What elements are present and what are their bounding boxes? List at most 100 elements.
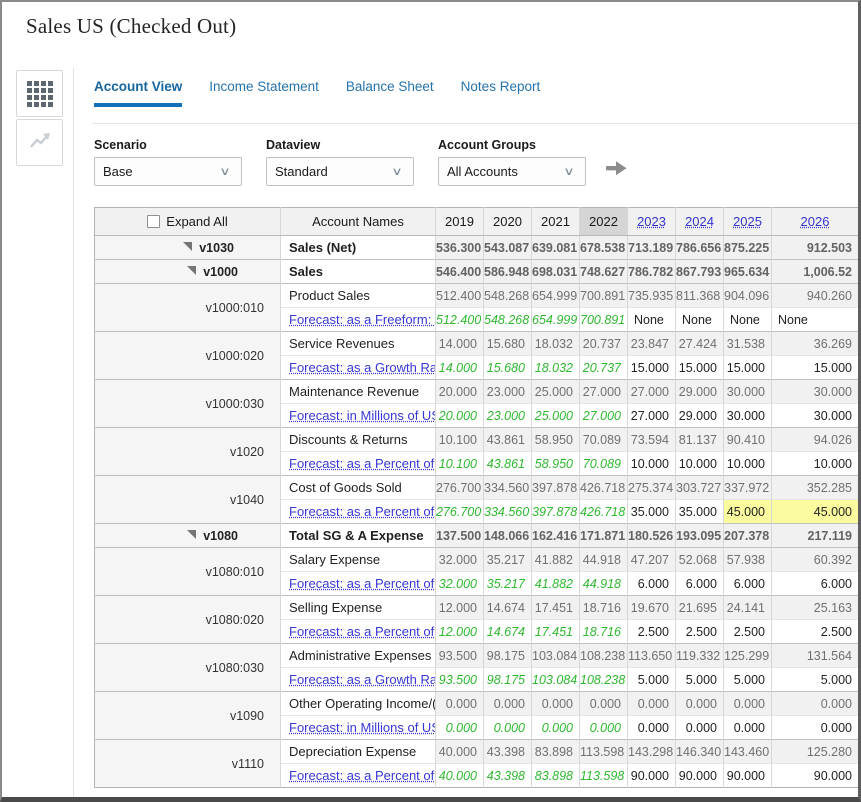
forecast-value-cell[interactable]: 14.674 — [483, 619, 532, 644]
account-groups-select[interactable]: All Accounts ∨ — [438, 157, 586, 186]
collapse-triangle-icon[interactable] — [183, 240, 193, 254]
forecast-value-cell[interactable]: 108.238 — [579, 667, 628, 692]
grid-view-button[interactable] — [16, 70, 63, 117]
forecast-value-cell[interactable]: 426.718 — [579, 499, 628, 524]
forecast-value-cell[interactable]: 14.000 — [435, 355, 484, 380]
forecast-link[interactable]: Forecast: as a Percent of D — [289, 768, 436, 783]
forecast-value-cell[interactable]: 90.000 — [771, 763, 858, 788]
forecast-value-cell[interactable]: 58.950 — [531, 451, 580, 476]
forecast-value-cell[interactable]: None — [627, 307, 676, 332]
forecast-value-cell[interactable]: 6.000 — [675, 571, 724, 596]
forecast-value-cell[interactable]: 512.400 — [435, 307, 484, 332]
forecast-value-cell[interactable]: 0.000 — [531, 715, 580, 740]
year-link[interactable]: 2023 — [637, 214, 666, 229]
forecast-value-cell[interactable]: 2.500 — [675, 619, 724, 644]
forecast-value-cell[interactable]: 90.000 — [627, 763, 676, 788]
forecast-value-cell[interactable]: 15.000 — [627, 355, 676, 380]
forecast-link[interactable]: Forecast: as a Percent of S — [289, 504, 436, 519]
forecast-value-cell[interactable]: 27.000 — [627, 403, 676, 428]
forecast-value-cell[interactable]: 45.000 — [771, 499, 858, 524]
forecast-value-cell[interactable]: 90.000 — [675, 763, 724, 788]
forecast-value-cell[interactable]: 30.000 — [723, 403, 772, 428]
forecast-value-cell[interactable]: 10.000 — [675, 451, 724, 476]
forecast-value-cell[interactable]: 0.000 — [723, 715, 772, 740]
forecast-value-cell[interactable]: 0.000 — [483, 715, 532, 740]
year-column-header-2024[interactable]: 2024 — [675, 207, 724, 236]
forecast-value-cell[interactable]: 30.000 — [771, 403, 858, 428]
forecast-value-cell[interactable]: 548.268 — [483, 307, 532, 332]
forecast-value-cell[interactable]: 27.000 — [579, 403, 628, 428]
forecast-value-cell[interactable]: 0.000 — [579, 715, 628, 740]
account-code-cell[interactable]: v1030 — [94, 235, 281, 260]
forecast-value-cell[interactable]: 5.000 — [627, 667, 676, 692]
forecast-value-cell[interactable]: 32.000 — [435, 571, 484, 596]
forecast-value-cell[interactable]: 700.891 — [579, 307, 628, 332]
forecast-value-cell[interactable]: 43.861 — [483, 451, 532, 476]
forecast-value-cell[interactable]: 20.737 — [579, 355, 628, 380]
forecast-value-cell[interactable]: 10.000 — [723, 451, 772, 476]
collapse-triangle-icon[interactable] — [187, 528, 197, 542]
forecast-value-cell[interactable]: 12.000 — [435, 619, 484, 644]
forecast-link[interactable]: Forecast: as a Percent of S — [289, 576, 436, 591]
forecast-value-cell[interactable]: 15.000 — [723, 355, 772, 380]
forecast-value-cell[interactable]: 654.999 — [531, 307, 580, 332]
forecast-value-cell[interactable]: 2.500 — [627, 619, 676, 644]
forecast-value-cell[interactable]: 18.032 — [531, 355, 580, 380]
forecast-value-cell[interactable]: 23.000 — [483, 403, 532, 428]
forecast-value-cell[interactable]: 17.451 — [531, 619, 580, 644]
account-code-cell[interactable]: v1080 — [94, 523, 281, 548]
forecast-value-cell[interactable]: 15.000 — [771, 355, 858, 380]
forecast-value-cell[interactable]: 70.089 — [579, 451, 628, 476]
forecast-link[interactable]: Forecast: as a Freeform: U — [289, 312, 436, 327]
forecast-link[interactable]: Forecast: as a Growth Rat — [289, 360, 436, 375]
forecast-value-cell[interactable]: 45.000 — [723, 499, 772, 524]
forecast-value-cell[interactable]: 35.000 — [675, 499, 724, 524]
forecast-link[interactable]: Forecast: as a Growth Rat — [289, 672, 436, 687]
account-code-cell[interactable]: v1000 — [94, 259, 281, 284]
forecast-value-cell[interactable]: None — [723, 307, 772, 332]
expand-all-checkbox[interactable] — [147, 215, 161, 228]
go-arrow-button[interactable] — [604, 160, 630, 178]
tab-notes-report[interactable]: Notes Report — [460, 79, 541, 94]
tab-balance-sheet[interactable]: Balance Sheet — [345, 79, 434, 94]
forecast-value-cell[interactable]: 103.084 — [531, 667, 580, 692]
forecast-value-cell[interactable]: 276.700 — [435, 499, 484, 524]
forecast-value-cell[interactable]: 44.918 — [579, 571, 628, 596]
forecast-value-cell[interactable]: 40.000 — [435, 763, 484, 788]
forecast-value-cell[interactable]: 29.000 — [675, 403, 724, 428]
forecast-value-cell[interactable]: 0.000 — [675, 715, 724, 740]
forecast-value-cell[interactable]: 0.000 — [771, 715, 858, 740]
forecast-value-cell[interactable]: 10.000 — [627, 451, 676, 476]
forecast-value-cell[interactable]: None — [771, 307, 858, 332]
forecast-value-cell[interactable]: None — [675, 307, 724, 332]
forecast-value-cell[interactable]: 5.000 — [771, 667, 858, 692]
forecast-value-cell[interactable]: 83.898 — [531, 763, 580, 788]
forecast-value-cell[interactable]: 15.680 — [483, 355, 532, 380]
collapse-triangle-icon[interactable] — [187, 264, 197, 278]
forecast-value-cell[interactable]: 93.500 — [435, 667, 484, 692]
forecast-link[interactable]: Forecast: as a Percent of S — [289, 624, 436, 639]
forecast-value-cell[interactable]: 41.882 — [531, 571, 580, 596]
forecast-value-cell[interactable]: 43.398 — [483, 763, 532, 788]
forecast-value-cell[interactable]: 98.175 — [483, 667, 532, 692]
year-column-header-2025[interactable]: 2025 — [723, 207, 772, 236]
year-link[interactable]: 2026 — [800, 214, 830, 229]
forecast-value-cell[interactable]: 90.000 — [723, 763, 772, 788]
forecast-value-cell[interactable]: 5.000 — [675, 667, 724, 692]
forecast-value-cell[interactable]: 0.000 — [435, 715, 484, 740]
forecast-value-cell[interactable]: 397.878 — [531, 499, 580, 524]
forecast-value-cell[interactable]: 6.000 — [627, 571, 676, 596]
forecast-value-cell[interactable]: 25.000 — [531, 403, 580, 428]
forecast-value-cell[interactable]: 18.716 — [579, 619, 628, 644]
dataview-select[interactable]: Standard ∨ — [266, 157, 414, 186]
forecast-link[interactable]: Forecast: as a Percent of F — [289, 456, 436, 471]
forecast-value-cell[interactable]: 35.217 — [483, 571, 532, 596]
forecast-value-cell[interactable]: 35.000 — [627, 499, 676, 524]
forecast-value-cell[interactable]: 113.598 — [579, 763, 628, 788]
forecast-value-cell[interactable]: 6.000 — [771, 571, 858, 596]
tab-account-view[interactable]: Account View — [94, 79, 183, 107]
year-link[interactable]: 2025 — [733, 214, 762, 229]
forecast-value-cell[interactable]: 15.000 — [675, 355, 724, 380]
scenario-select[interactable]: Base ∨ — [94, 157, 242, 186]
forecast-value-cell[interactable]: 2.500 — [723, 619, 772, 644]
